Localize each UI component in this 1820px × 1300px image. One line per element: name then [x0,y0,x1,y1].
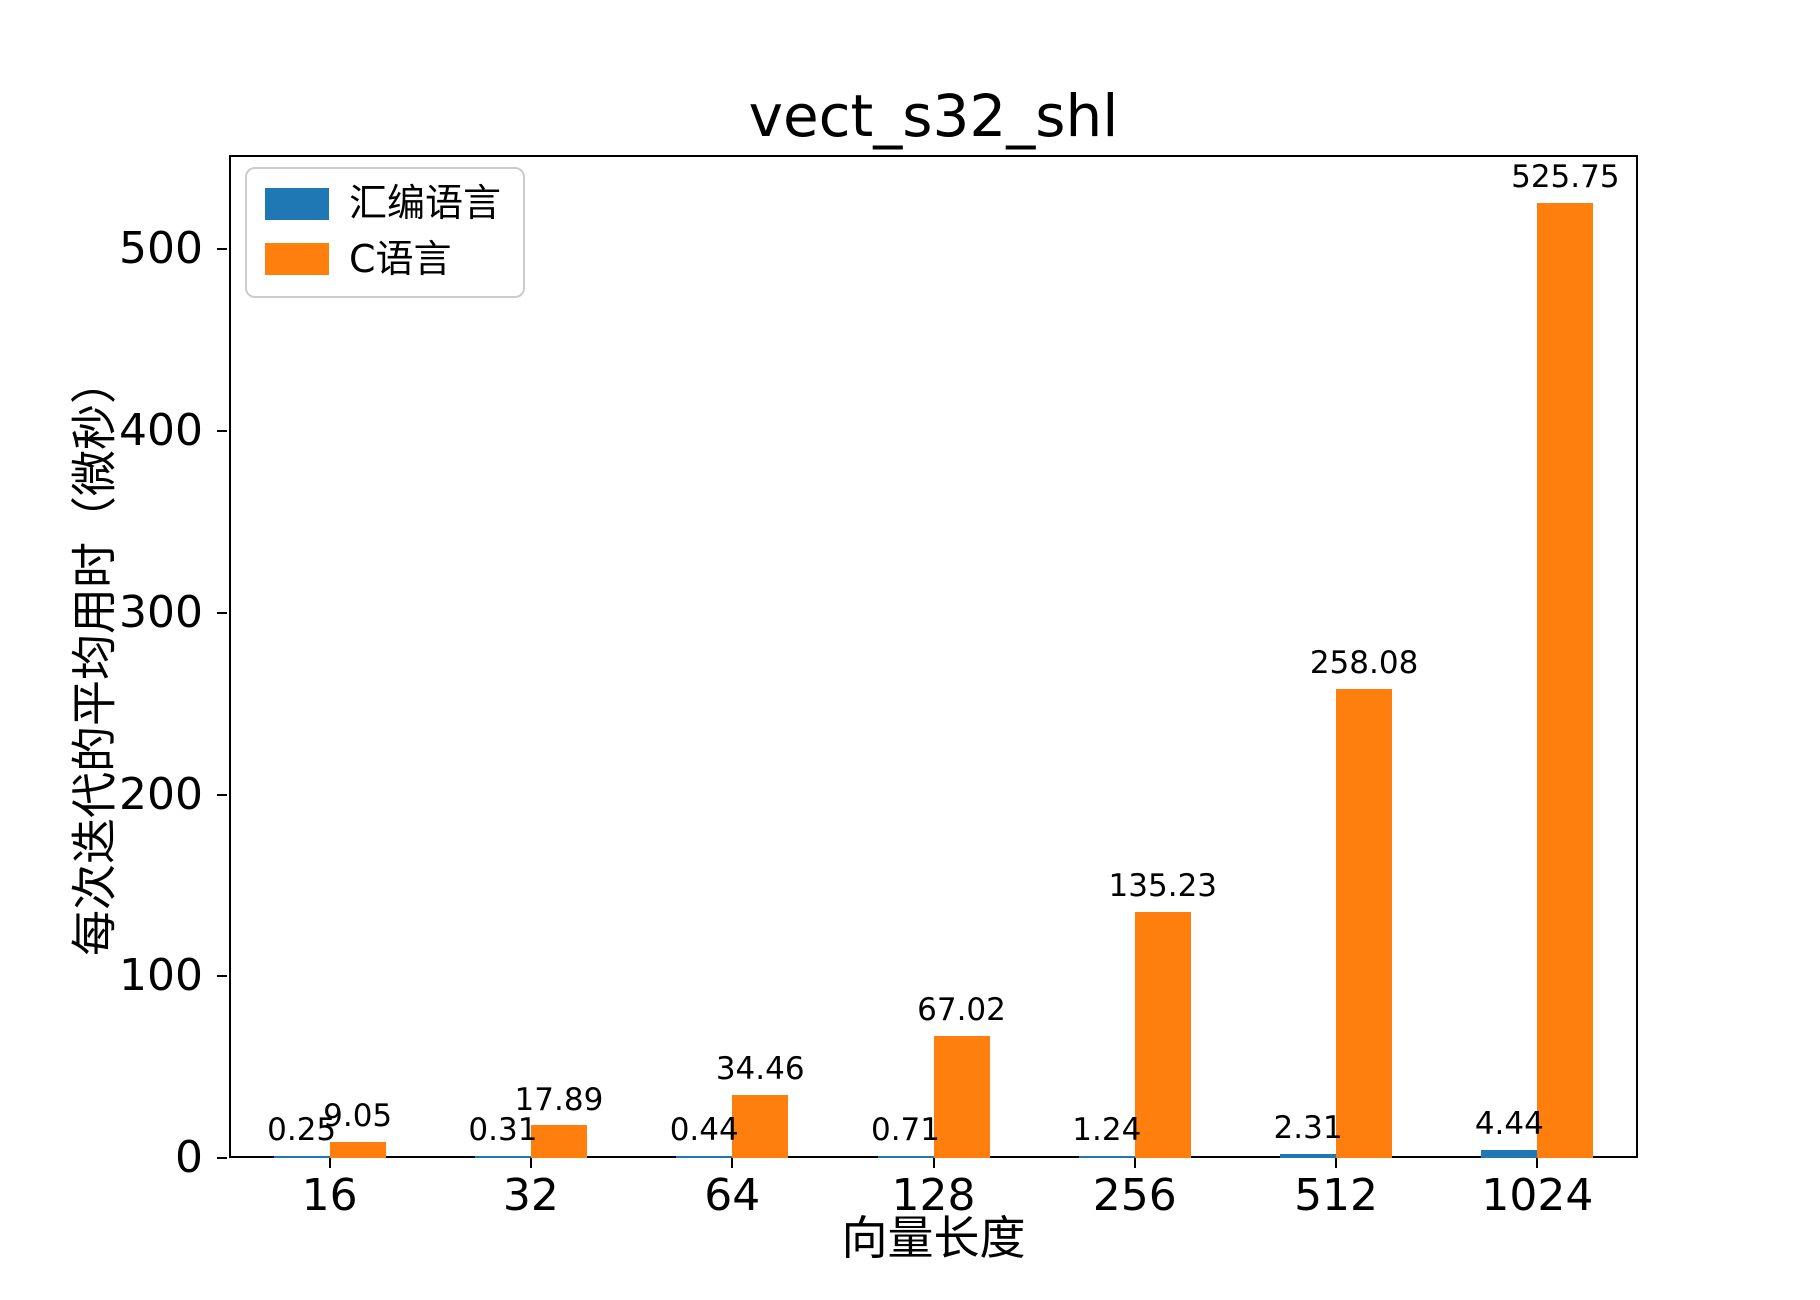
y-tick-label-500: 500 [119,223,203,275]
y-tick-mark-100 [217,975,227,978]
bar-value-c-1024: 525.75 [1511,158,1620,195]
bar-asm-512 [1280,1153,1337,1158]
x-axis-title: 向量长度 [841,1211,1026,1265]
bar-c-256 [1134,912,1191,1158]
x-tick-mark-256 [1133,1158,1136,1168]
plot-area: 汇编语言 C语言 0 100 200 300 400 500 16 0.25 9.05 32 0.3… [119,155,1638,1218]
y-tick-label-400: 400 [119,405,203,457]
bar-asm-1024 [1481,1149,1538,1158]
bar-c-64 [732,1095,789,1158]
legend-item-c: C语言 [265,237,501,283]
bar-c-16 [329,1141,386,1158]
bar-value-c-512: 258.08 [1309,645,1419,682]
y-tick-mark-300 [217,611,227,614]
x-tick-mark-1024 [1536,1158,1539,1168]
legend-swatch-c-icon [265,243,329,276]
bar-value-c-32: 17.89 [514,1081,604,1118]
legend-item-assembly: 汇编语言 [265,181,501,227]
bar-value-c-256: 135.23 [1108,868,1218,905]
y-tick-label-100: 100 [119,950,203,1002]
bar-value-c-64: 34.46 [715,1051,805,1088]
bar-value-c-128: 67.02 [917,992,1006,1029]
x-tick-label-16: 16 [301,1170,358,1221]
bar-c-512 [1336,689,1393,1158]
x-tick-mark-128 [932,1158,935,1168]
x-tick-mark-64 [731,1158,734,1168]
legend-label-c: C语言 [349,236,452,281]
bar-value-asm-32: 0.31 [468,1112,538,1148]
bar-value-asm-512: 2.31 [1273,1109,1343,1146]
bar-asm-32 [474,1156,531,1158]
bar-asm-16 [273,1156,330,1158]
x-tick-label-256: 256 [1092,1170,1177,1221]
y-axis-title: 每次迭代的平均用时（微秒） [67,358,122,956]
y-tick-label-300: 300 [119,586,203,638]
bar-value-c-16: 9.05 [323,1097,393,1134]
x-tick-mark-512 [1335,1158,1338,1168]
bar-value-asm-16: 0.25 [267,1112,337,1148]
bar-c-1024 [1537,202,1594,1158]
bar-value-asm-1024: 4.44 [1474,1105,1544,1142]
x-tick-mark-16 [328,1158,331,1168]
y-tick-mark-500 [217,248,227,251]
x-tick-label-32: 32 [502,1170,559,1221]
x-tick-label-512: 512 [1294,1170,1379,1221]
x-tick-label-128: 128 [891,1170,976,1221]
y-tick-mark-0 [217,1157,227,1159]
y-tick-label-0: 0 [175,1132,203,1183]
bar-asm-256 [1078,1155,1135,1158]
y-tick-label-200: 200 [119,768,203,820]
chart-title: vect_s32_shl [748,82,1119,150]
bar-c-128 [933,1036,990,1158]
y-tick-mark-400 [217,430,227,433]
x-tick-label-1024: 1024 [1481,1170,1594,1221]
bar-value-asm-128: 0.71 [870,1112,941,1148]
x-tick-label-64: 64 [704,1170,761,1221]
bar-value-asm-64: 0.44 [669,1112,739,1148]
bar-asm-128 [877,1156,934,1158]
legend-label-assembly: 汇编语言 [349,181,502,225]
x-tick-mark-32 [529,1158,532,1168]
bar-asm-64 [676,1156,733,1158]
bar-c-32 [530,1125,587,1158]
bar-value-asm-256: 1.24 [1072,1111,1142,1148]
legend: 汇编语言 C语言 [245,167,526,299]
legend-swatch-assembly-icon [265,187,329,220]
y-tick-mark-200 [217,793,227,796]
